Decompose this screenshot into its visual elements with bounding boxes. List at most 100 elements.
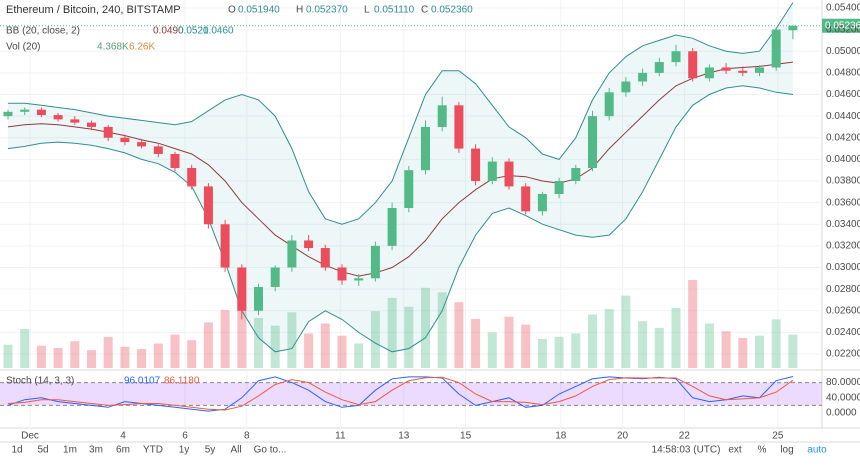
- volume-bar: [370, 311, 380, 368]
- legend-text: L: [364, 5, 370, 16]
- volume-bar: [270, 325, 280, 368]
- volume-bar: [320, 323, 330, 368]
- legend-text: 96.0107: [124, 376, 161, 387]
- range-button[interactable]: Go to...: [254, 445, 287, 456]
- volume-bar: [755, 335, 764, 368]
- bb-fill: [8, 2, 793, 352]
- legend-text: 0.051110: [374, 5, 415, 16]
- volume-bar: [471, 318, 481, 368]
- bb-line: [8, 2, 794, 225]
- range-button[interactable]: YTD: [143, 445, 163, 456]
- candle-body: [487, 161, 497, 181]
- range-button[interactable]: 5y: [205, 445, 216, 456]
- volume-bar: [70, 341, 80, 368]
- date-tick-label: 15: [460, 431, 472, 442]
- volume-bar: [571, 333, 581, 368]
- candle-body: [788, 25, 798, 31]
- candle-body: [220, 224, 230, 268]
- date-tick-label: Dec: [21, 431, 39, 442]
- range-button[interactable]: 1m: [63, 445, 77, 456]
- date-tick-label: 22: [679, 431, 691, 442]
- candle-body: [638, 72, 648, 82]
- stoch-line: [7, 376, 794, 411]
- candle-body: [270, 267, 280, 287]
- candle-body: [337, 267, 347, 281]
- volume-bar: [604, 308, 614, 368]
- volume-bar: [304, 333, 314, 368]
- volume-bar: [237, 301, 247, 368]
- candle-body: [771, 29, 781, 68]
- candle-body: [120, 137, 130, 143]
- date-tick-label: 20: [617, 431, 629, 442]
- candle-body: [20, 109, 30, 112]
- candle-body: [153, 146, 163, 154]
- volume-bar: [3, 344, 13, 368]
- scale-option[interactable]: log: [780, 445, 793, 456]
- candle-body: [604, 92, 614, 117]
- legend-text: 0.052360: [431, 5, 473, 16]
- scale-option[interactable]: auto: [807, 445, 827, 456]
- volume-bar: [153, 343, 163, 368]
- volume-bar: [421, 287, 430, 368]
- volume-bar: [36, 345, 46, 368]
- candle-body: [738, 70, 748, 73]
- candle-body: [471, 148, 481, 181]
- candle-body: [203, 186, 213, 225]
- range-button[interactable]: 3m: [89, 445, 103, 456]
- candle-body: [437, 105, 447, 127]
- date-tick-label: 6: [182, 431, 188, 442]
- candle-body: [254, 286, 263, 311]
- candle-body: [571, 168, 581, 181]
- candle-body: [688, 51, 698, 79]
- scale-option[interactable]: %: [758, 445, 767, 456]
- range-button[interactable]: 5d: [37, 445, 48, 456]
- candle-body: [654, 62, 664, 73]
- range-button[interactable]: 1y: [179, 445, 190, 456]
- range-button[interactable]: 1d: [11, 445, 22, 456]
- price-tick-label: 0.022000: [826, 349, 860, 360]
- candle-body: [237, 267, 247, 311]
- date-tick-label: 4: [120, 431, 126, 442]
- volume-bar: [537, 339, 547, 368]
- scale-option[interactable]: ext: [728, 445, 742, 456]
- volume-bar: [53, 347, 63, 368]
- legend-text: O: [228, 5, 236, 16]
- volume-bar: [504, 316, 514, 368]
- last-price-tag: [822, 18, 860, 33]
- candle-body: [287, 240, 297, 268]
- legend-text: 4.368K: [97, 42, 129, 53]
- legend-text: BB (20, close, 2): [6, 26, 80, 37]
- legend-text: Ethereum / Bitcoin, 240, BITSTAMP: [6, 4, 181, 16]
- date-tick-label: 25: [772, 431, 784, 442]
- last-price-label: 0.052360: [825, 20, 860, 31]
- volume-bar: [721, 331, 731, 368]
- volume-bar: [187, 340, 197, 368]
- volume-bar: [654, 327, 664, 368]
- volume-bar: [387, 297, 397, 368]
- candle-body: [53, 115, 63, 120]
- volume-bar: [788, 334, 798, 368]
- candle-body: [36, 109, 46, 116]
- candle-body: [421, 126, 430, 171]
- range-button[interactable]: All: [230, 445, 241, 456]
- volume-bar: [671, 307, 681, 368]
- volume-bar: [170, 334, 180, 368]
- candle-body: [671, 51, 681, 63]
- legend-text: 0.051940: [238, 5, 280, 16]
- range-button[interactable]: 6m: [116, 445, 130, 456]
- volume-bar: [621, 295, 631, 368]
- legend-text: 0.0521: [178, 26, 209, 37]
- volume-bar: [404, 306, 414, 368]
- legend-text: H: [296, 5, 303, 16]
